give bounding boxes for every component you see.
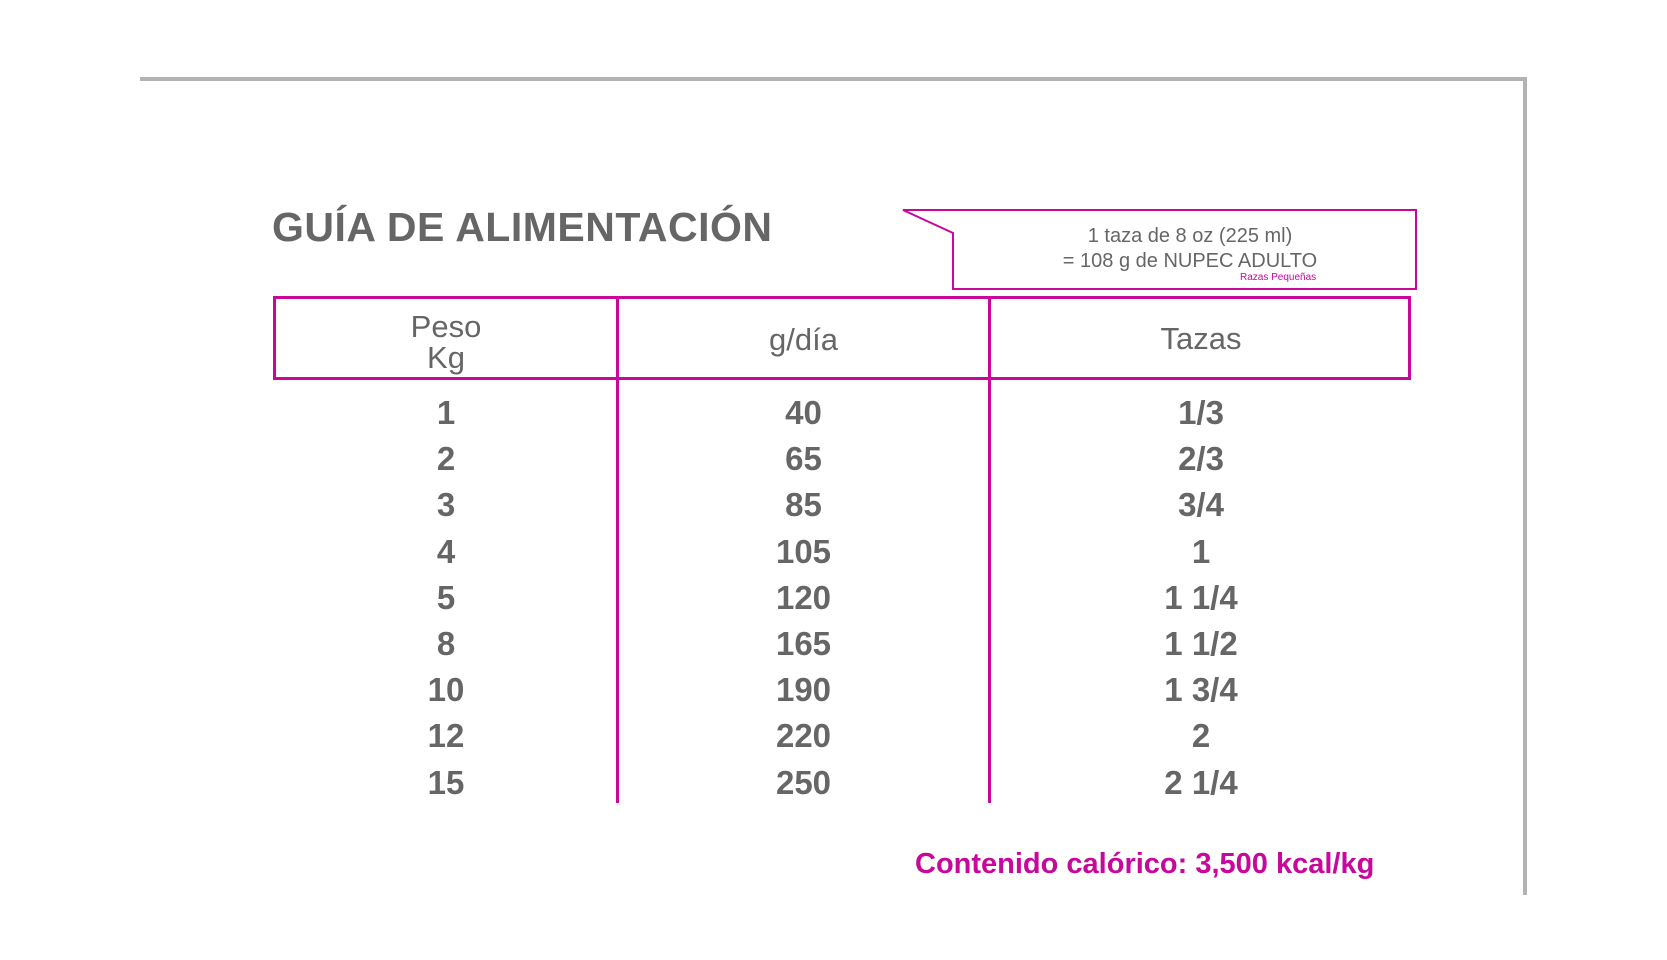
table-row: 3 85 3/4	[0, 485, 1667, 531]
cell-tazas: 2	[1191, 717, 1211, 755]
frame-right-border	[1523, 77, 1527, 895]
column-divider-2	[988, 296, 991, 803]
table-row: 2 65 2/3	[0, 439, 1667, 485]
header-peso: Peso Kg	[276, 311, 616, 373]
cell-peso: 5	[436, 578, 456, 616]
cell-gdia: 120	[775, 578, 832, 616]
table-row: 1 40 1/3	[0, 393, 1667, 439]
table-row: 8 165 1 1/2	[0, 624, 1667, 670]
cell-tazas: 1	[1191, 532, 1211, 570]
cell-tazas: 1 3/4	[1164, 671, 1238, 709]
cell-gdia: 250	[775, 763, 832, 801]
cell-peso: 8	[436, 624, 456, 662]
table-row: 5 120 1 1/4	[0, 578, 1667, 624]
header-tazas: Tazas	[1160, 321, 1242, 356]
cell-tazas: 1 1/2	[1164, 624, 1238, 662]
cell-tazas: 3/4	[1178, 486, 1224, 524]
note-line-1: 1 taza de 8 oz (225 ml)	[1087, 225, 1293, 247]
note-subtitle: Razas Pequeñas	[1240, 272, 1317, 283]
caloric-content: Contenido calórico: 3,500 kcal/kg	[915, 848, 1375, 880]
cell-peso: 1	[436, 394, 456, 431]
cell-gdia: 40	[785, 394, 822, 431]
note-line-2: = 108 g de NUPEC ADULTO	[1062, 250, 1318, 272]
cell-gdia: 220	[775, 717, 832, 755]
cell-gdia: 85	[785, 486, 822, 524]
page-title: GUÍA DE ALIMENTACIÓN	[272, 204, 773, 250]
cell-peso: 15	[427, 763, 465, 801]
cell-peso: 12	[427, 717, 465, 755]
cell-peso: 2	[436, 440, 456, 478]
cell-tazas: 1 1/4	[1164, 578, 1238, 616]
header-peso-line2: Kg	[427, 340, 465, 375]
cell-gdia: 105	[775, 532, 832, 570]
header-gdia: g/día	[769, 322, 838, 357]
cell-tazas: 2/3	[1178, 440, 1224, 478]
cell-peso: 3	[436, 486, 456, 524]
cell-gdia: 190	[775, 671, 832, 709]
table-row: 15 250 2 1/4	[0, 763, 1667, 809]
table-row: 4 105 1	[0, 532, 1667, 578]
frame-top-border	[140, 77, 1527, 81]
cell-tazas: 2 1/4	[1164, 763, 1238, 801]
header-peso-line1: Peso	[410, 309, 482, 344]
table-body: 1 40 1/3 2 65 2/3 3 85 3/4 4 105 1 5 120…	[0, 393, 1667, 809]
table-row: 10 190 1 3/4	[0, 670, 1667, 716]
cell-gdia: 65	[785, 440, 822, 478]
table-row: 12 220 2	[0, 716, 1667, 762]
cell-peso: 10	[427, 671, 465, 709]
cell-peso: 4	[436, 532, 456, 570]
column-divider-1	[616, 296, 619, 803]
cell-tazas: 1/3	[1178, 394, 1224, 431]
table-header	[273, 296, 1411, 380]
cell-gdia: 165	[775, 624, 832, 662]
